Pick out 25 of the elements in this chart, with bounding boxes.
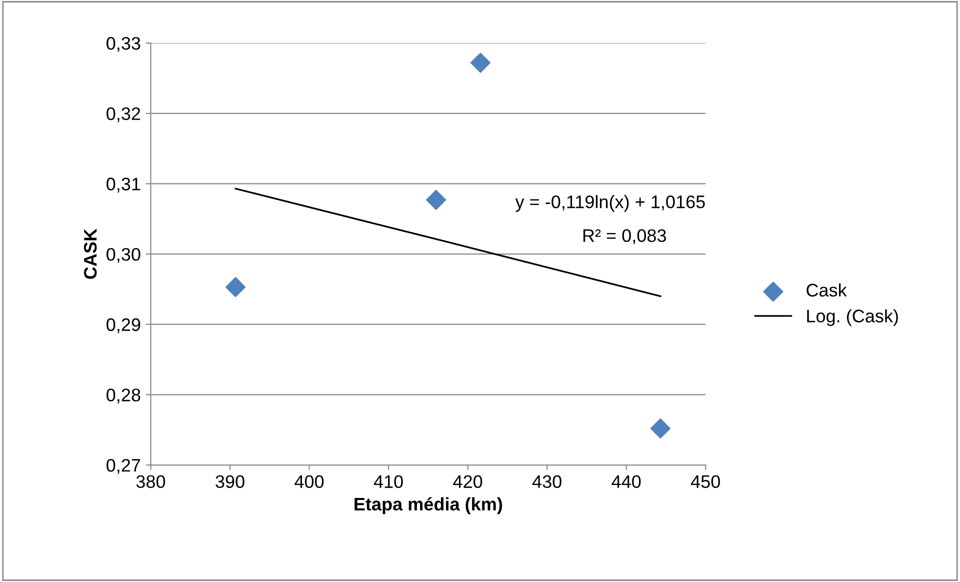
y-tick-label: 0,31: [106, 178, 140, 193]
annotation: y = -0,119ln(x) + 1,0165: [515, 194, 705, 212]
y-tick-label: 0,33: [106, 37, 140, 52]
y-tick-label: 0,29: [106, 318, 140, 334]
x-tick-label: 410: [374, 475, 403, 488]
y-tick-label: 0,30: [106, 248, 140, 263]
y-tick-label: 0,27: [106, 458, 140, 474]
point: [426, 190, 446, 210]
x-tick-label: 380: [136, 475, 166, 488]
x-tick-label: 390: [216, 475, 244, 488]
point: [226, 277, 246, 298]
x-tick-label: 400: [294, 475, 324, 488]
y-tick-label: 0,28: [106, 388, 140, 404]
x-axis-title: Etapa média (km): [354, 497, 502, 514]
point: [650, 418, 670, 438]
legend-label: Cask: [806, 283, 847, 297]
annotation: R² = 0,083: [583, 229, 666, 244]
x-tick-label: 440: [612, 475, 641, 488]
x-tick-label: 430: [532, 475, 562, 488]
x-tick-label: 450: [690, 475, 720, 488]
y-tick-label: 0,32: [106, 107, 140, 122]
y-axis-title: CASK: [84, 228, 97, 279]
x-tick-label: 420: [453, 475, 482, 488]
point: [470, 52, 490, 73]
legend-label: Log. (Cask): [807, 309, 898, 326]
